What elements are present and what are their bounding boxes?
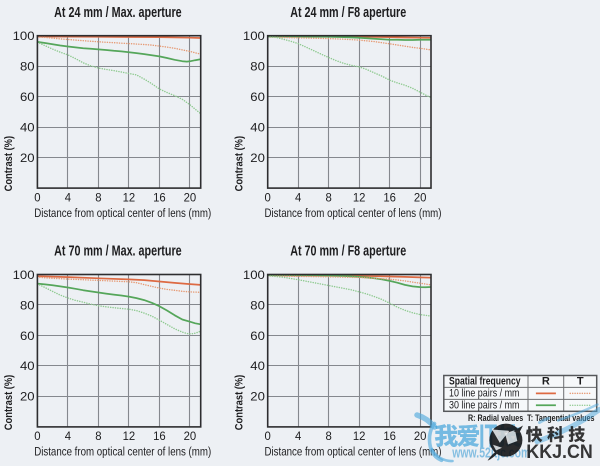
- svg-text:Contrast (%): Contrast (%): [3, 136, 15, 192]
- svg-text:8: 8: [326, 190, 332, 204]
- svg-text:16: 16: [153, 190, 166, 204]
- svg-text:40: 40: [250, 359, 265, 373]
- svg-text:80: 80: [250, 298, 265, 312]
- svg-text:20: 20: [414, 429, 427, 443]
- svg-text:R: Radial values T: Tangentia: R: Radial values T: Tangential values: [468, 413, 595, 424]
- svg-text:40: 40: [20, 359, 35, 373]
- svg-text:4: 4: [295, 190, 301, 204]
- svg-text:Distance from optical center o: Distance from optical center of lens (mm…: [265, 206, 442, 220]
- svg-text:20: 20: [184, 429, 197, 443]
- svg-text:0: 0: [34, 429, 40, 443]
- svg-text:12: 12: [123, 190, 136, 204]
- svg-text:16: 16: [383, 429, 396, 443]
- svg-text:Distance from optical center o: Distance from optical center of lens (mm…: [34, 206, 211, 220]
- svg-text:4: 4: [295, 429, 301, 443]
- svg-text:0: 0: [265, 429, 271, 443]
- svg-text:80: 80: [20, 298, 35, 312]
- svg-text:R: R: [542, 376, 550, 388]
- svg-text:4: 4: [65, 190, 71, 204]
- svg-text:8: 8: [95, 190, 101, 204]
- svg-text:20: 20: [184, 190, 197, 204]
- svg-text:80: 80: [250, 60, 265, 74]
- svg-text:20: 20: [414, 190, 427, 204]
- svg-text:8: 8: [95, 429, 101, 443]
- svg-text:Distance from optical center o: Distance from optical center of lens (mm…: [265, 445, 442, 459]
- svg-text:At 70 mm / F8 aperture: At 70 mm / F8 aperture: [290, 244, 406, 260]
- svg-text:Contrast (%): Contrast (%): [3, 375, 15, 431]
- svg-text:At 24 mm / Max. aperture: At 24 mm / Max. aperture: [54, 5, 182, 21]
- svg-text:60: 60: [250, 329, 265, 343]
- svg-text:20: 20: [250, 390, 265, 404]
- svg-text:0: 0: [34, 190, 40, 204]
- svg-text:60: 60: [20, 329, 35, 343]
- svg-text:40: 40: [20, 120, 35, 134]
- svg-text:40: 40: [250, 120, 265, 134]
- svg-text:Contrast (%): Contrast (%): [233, 375, 245, 431]
- svg-text:60: 60: [250, 90, 265, 104]
- svg-text:At 70 mm / Max. aperture: At 70 mm / Max. aperture: [54, 244, 182, 260]
- svg-text:16: 16: [153, 429, 166, 443]
- svg-text:Distance from optical center o: Distance from optical center of lens (mm…: [34, 445, 211, 459]
- svg-text:20: 20: [20, 390, 35, 404]
- svg-text:100: 100: [243, 29, 265, 43]
- svg-text:100: 100: [243, 268, 265, 282]
- svg-text:30 line pairs / mm: 30 line pairs / mm: [449, 399, 520, 411]
- svg-text:8: 8: [326, 429, 332, 443]
- svg-text:12: 12: [353, 190, 366, 204]
- svg-text:20: 20: [250, 151, 265, 165]
- svg-text:16: 16: [383, 190, 396, 204]
- svg-text:0: 0: [265, 190, 271, 204]
- svg-text:12: 12: [353, 429, 366, 443]
- svg-text:12: 12: [123, 429, 136, 443]
- svg-text:10 line pairs / mm: 10 line pairs / mm: [449, 387, 520, 399]
- svg-text:Contrast (%): Contrast (%): [233, 136, 245, 192]
- svg-text:At 24 mm / F8 aperture: At 24 mm / F8 aperture: [290, 5, 406, 21]
- svg-text:80: 80: [20, 60, 35, 74]
- svg-text:T: T: [577, 376, 584, 388]
- svg-text:4: 4: [65, 429, 71, 443]
- svg-text:100: 100: [13, 29, 35, 43]
- svg-text:100: 100: [13, 268, 35, 282]
- svg-text:20: 20: [20, 151, 35, 165]
- svg-text:KKJ.CN: KKJ.CN: [526, 442, 593, 463]
- svg-text:60: 60: [20, 90, 35, 104]
- svg-text:Spatial frequency: Spatial frequency: [449, 375, 521, 387]
